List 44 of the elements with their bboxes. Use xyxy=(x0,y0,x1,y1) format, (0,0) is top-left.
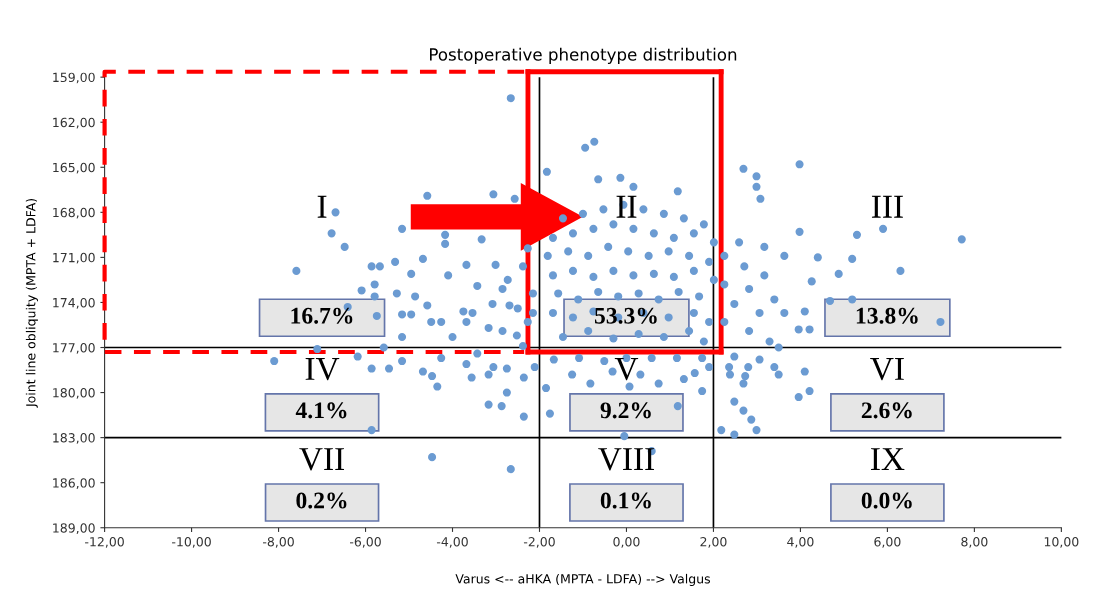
y-tick-label: 174,00 xyxy=(53,297,95,309)
y-tick-label: 180,00 xyxy=(53,388,95,399)
x-tick-label: 0,00 xyxy=(613,536,640,548)
annotation: IV xyxy=(305,358,340,381)
annotation: 9.2% xyxy=(600,402,651,419)
x-axis-title: Varus <-- aHKA (MPTA - LDFA) --> Valgus xyxy=(455,573,711,586)
annotation: 4.1% xyxy=(295,402,347,419)
annotation: IX xyxy=(871,448,905,470)
y-tick-label: 162,00 xyxy=(53,117,95,129)
annotation: VI xyxy=(870,358,904,381)
annotation: 0.0% xyxy=(861,492,912,509)
y-tick-label: 189,00 xyxy=(53,523,95,534)
annotation: 53.3% xyxy=(594,307,657,324)
annotation: 0.2% xyxy=(296,492,347,509)
y-tick-label: 165,00 xyxy=(53,162,95,174)
x-tick-label: -4,00 xyxy=(436,536,468,548)
x-tick-label: 4,00 xyxy=(787,536,814,548)
annotation: II xyxy=(616,195,637,218)
y-tick-label: 183,00 xyxy=(53,433,95,444)
chart-title: Postoperative phenotype distribution xyxy=(430,47,737,64)
annotation: 16.7% xyxy=(291,307,353,324)
x-tick-label: -6,00 xyxy=(349,536,381,548)
x-tick-label: -2,00 xyxy=(523,536,555,548)
y-tick-label: 159,00 xyxy=(53,72,95,84)
y-tick-label: 186,00 xyxy=(53,478,95,489)
annotation: III xyxy=(871,195,903,218)
annotation: VII xyxy=(299,448,345,471)
x-tick-label: -12,00 xyxy=(85,536,124,548)
annotation: 0.1% xyxy=(600,492,651,509)
x-tick-label: 8,00 xyxy=(961,536,988,548)
x-tick-label: 2,00 xyxy=(700,536,727,548)
x-tick-label: 6,00 xyxy=(874,536,901,548)
x-tick-label: 10,00 xyxy=(1044,536,1079,548)
annotation: VIII xyxy=(598,448,654,471)
y-tick-label: 171,00 xyxy=(53,252,95,264)
y-tick-label: 177,00 xyxy=(53,342,95,354)
annotation: I xyxy=(317,195,327,218)
annotation: 2.6% xyxy=(861,402,912,419)
y-axis-title: Joint line obliquity (MPTA + LDFA) xyxy=(25,198,38,408)
annotation: 13.8% xyxy=(856,307,918,324)
x-tick-label: -10,00 xyxy=(172,536,211,548)
x-tick-label: -8,00 xyxy=(262,536,294,548)
annotation: V xyxy=(614,358,639,381)
y-tick-label: 168,00 xyxy=(53,207,95,219)
